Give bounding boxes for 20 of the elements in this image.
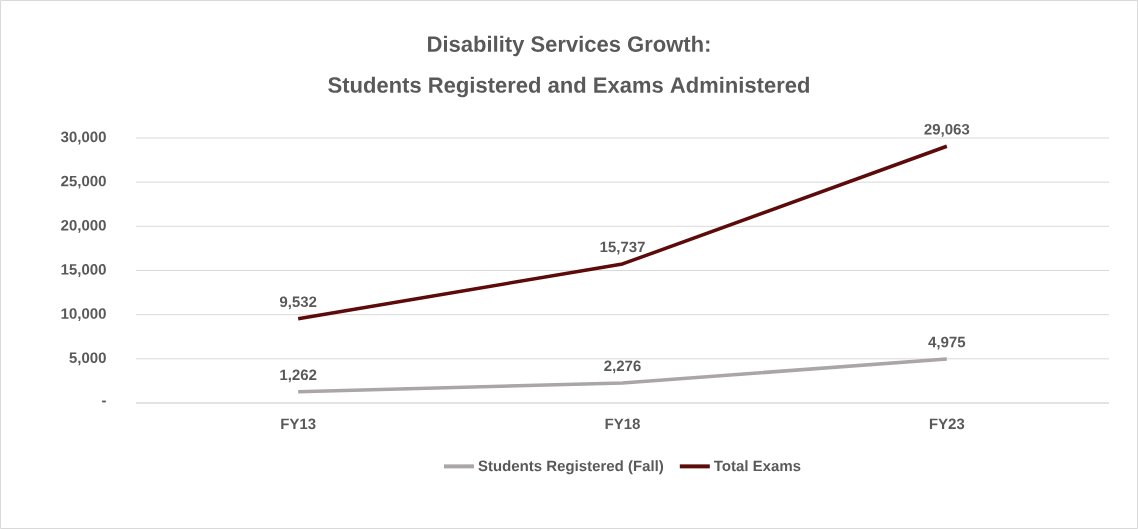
chart-subtitle: Students Registered and Exams Administered — [328, 76, 809, 98]
y-tick-label: - — [102, 400, 106, 403]
x-tick-label: FY23 — [929, 418, 965, 430]
x-tick-label: FY18 — [605, 418, 640, 430]
legend-label: Total Exams — [713, 460, 801, 472]
y-tick-label: 5,000 — [69, 352, 106, 366]
y-tick-label: 15,000 — [61, 264, 106, 277]
data-label: 1,262 — [280, 369, 317, 383]
chart-title: Disability Services Growth: — [428, 35, 710, 57]
data-label: 15,737 — [600, 241, 645, 255]
x-tick-label: FY13 — [281, 418, 316, 430]
y-tick-label: 25,000 — [61, 175, 106, 189]
y-tick-label: 10,000 — [61, 308, 106, 322]
data-label: 2,276 — [604, 360, 641, 374]
data-label: 9,532 — [279, 296, 317, 310]
y-tick-label: 20,000 — [61, 219, 106, 233]
legend-label: Students Registered (Fall) — [478, 460, 664, 475]
data-label: 4,975 — [928, 336, 966, 350]
y-tick-label: 30,000 — [60, 131, 106, 145]
data-label: 29,063 — [924, 123, 970, 137]
